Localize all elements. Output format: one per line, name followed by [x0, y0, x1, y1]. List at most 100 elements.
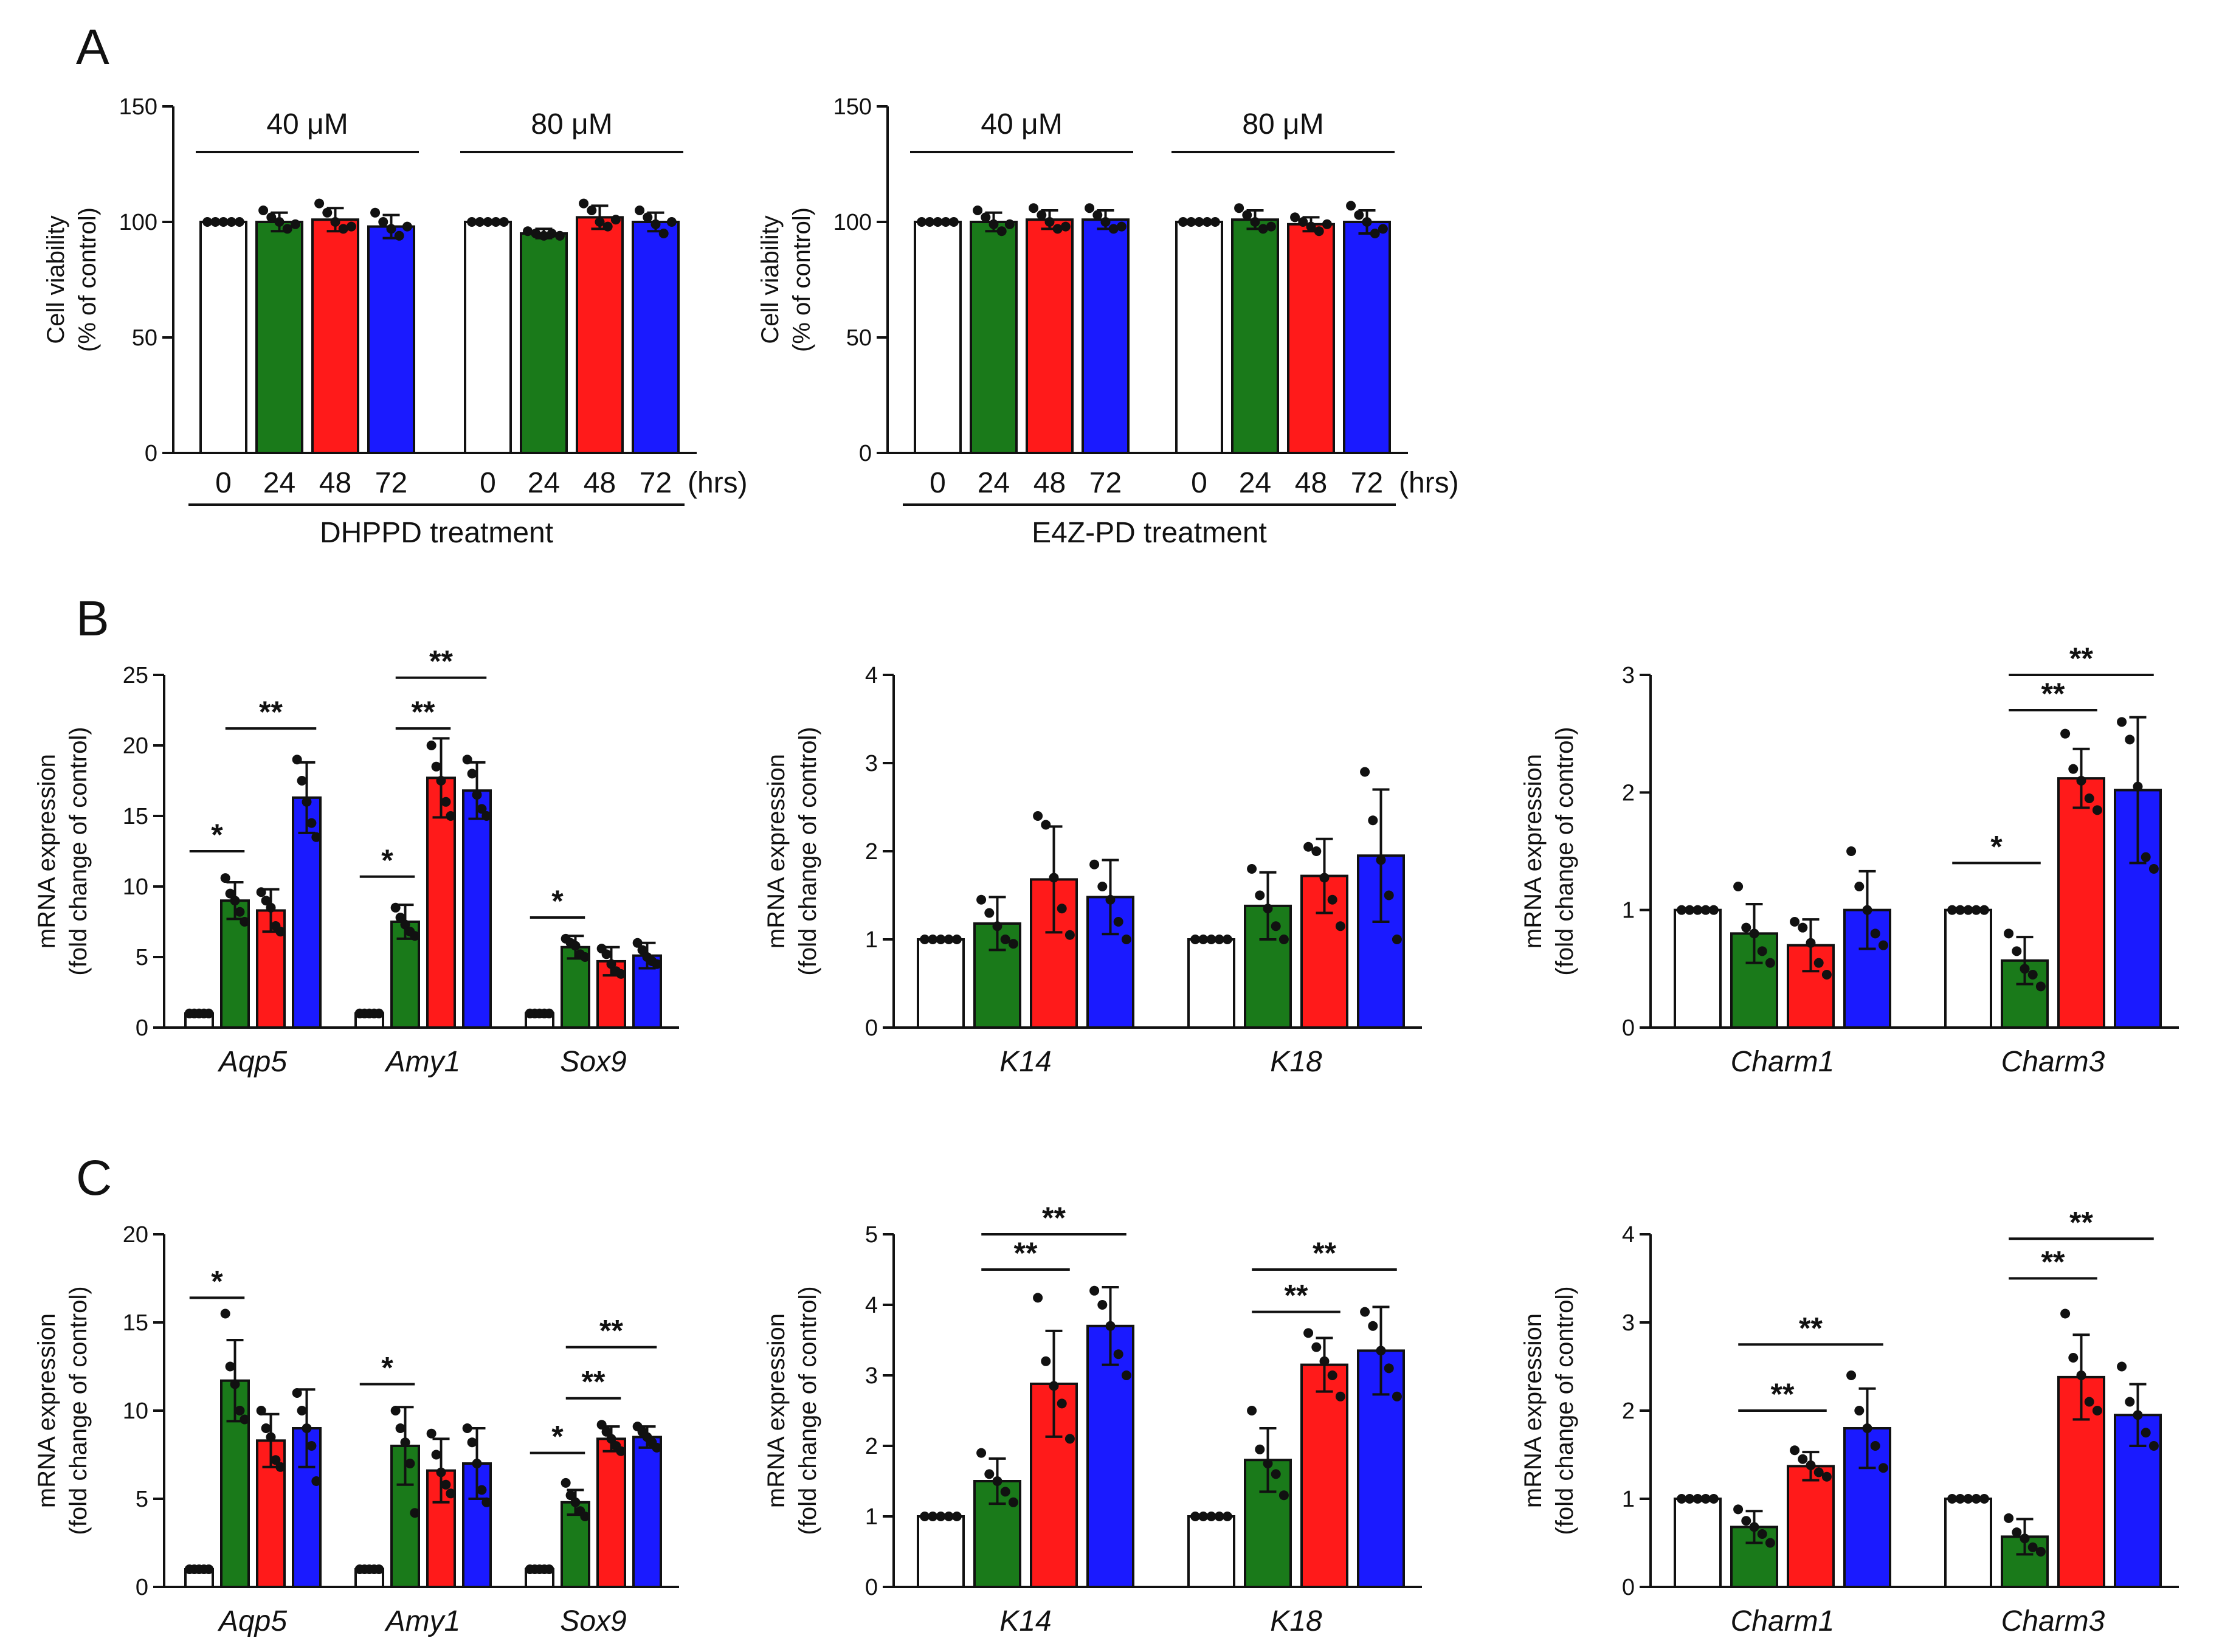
- data-point: [1113, 917, 1123, 927]
- data-point: [1206, 935, 1216, 944]
- data-point: [1955, 1494, 1965, 1504]
- bar: [1300, 1363, 1348, 1589]
- data-point: [374, 1564, 384, 1574]
- data-point: [1392, 1391, 1402, 1401]
- data-point: [1303, 842, 1314, 852]
- y-tick-label: 100: [833, 210, 872, 235]
- bar: [1187, 938, 1235, 1029]
- data-point: [936, 935, 946, 944]
- data-point: [1085, 203, 1095, 213]
- data-point: [1271, 921, 1281, 931]
- data-point: [1222, 935, 1232, 944]
- y-tick-label: 2: [1622, 1398, 1635, 1424]
- data-point: [1798, 1454, 1808, 1464]
- bar: [2057, 777, 2105, 1029]
- time-label: 24: [263, 467, 295, 499]
- y-tick-label: 25: [123, 663, 148, 688]
- data-point: [462, 755, 472, 765]
- data-point: [531, 229, 541, 238]
- significance-mark: **: [2069, 641, 2093, 676]
- data-point: [1821, 970, 1832, 980]
- data-point: [561, 1477, 571, 1488]
- data-point: [234, 217, 244, 227]
- data-point: [933, 217, 943, 227]
- data-point: [322, 207, 333, 218]
- data-point: [565, 1490, 576, 1501]
- data-point: [1121, 935, 1131, 944]
- data-point: [1854, 882, 1865, 891]
- data-point: [1311, 1342, 1322, 1352]
- data-point: [483, 217, 493, 227]
- data-point: [2148, 864, 2159, 874]
- unit-label: (hrs): [688, 467, 748, 499]
- data-point: [2117, 1361, 2127, 1372]
- data-point: [1749, 928, 1759, 939]
- y-tick-label: 3: [865, 1363, 878, 1389]
- data-point: [290, 219, 300, 229]
- data-point: [1190, 935, 1201, 944]
- data-point: [944, 1512, 954, 1521]
- y-tick-label: 0: [136, 1575, 148, 1600]
- data-point: [475, 217, 485, 227]
- data-point: [2020, 1533, 2030, 1544]
- data-point: [1757, 946, 1767, 956]
- y-tick-label: 20: [123, 733, 148, 759]
- data-point: [1214, 935, 1224, 944]
- data-point: [441, 797, 451, 807]
- data-point: [1955, 905, 1965, 915]
- significance-mark: **: [1771, 1377, 1795, 1411]
- bar: [1787, 1465, 1835, 1589]
- chart-c3: 0 1 2 3 4 mRNA expression (fold change of cont…: [1520, 1205, 2179, 1637]
- data-point: [1708, 905, 1719, 915]
- data-point: [436, 1467, 446, 1477]
- data-point: [1677, 1494, 1687, 1504]
- chart-b1: 0 5 10 15 20 25 mRNA expression (fold change of…: [33, 645, 679, 1078]
- time-label: 72: [375, 467, 407, 499]
- data-point: [1290, 212, 1300, 223]
- data-point: [394, 230, 404, 241]
- data-point: [1029, 203, 1039, 213]
- y-tick-label: 1: [865, 1504, 878, 1530]
- data-point: [1963, 905, 1973, 915]
- data-point: [1000, 1487, 1010, 1497]
- bar: [462, 789, 492, 1029]
- y-tick-label: 5: [136, 1487, 148, 1512]
- significance-mark: **: [1799, 1311, 1823, 1345]
- y-tick-label: 0: [1622, 1015, 1635, 1041]
- data-point: [1322, 219, 1332, 229]
- data-point: [1242, 210, 1252, 220]
- data-point: [477, 804, 487, 814]
- significance-mark: **: [1313, 1236, 1336, 1270]
- data-point: [370, 207, 381, 218]
- data-point: [1947, 905, 1958, 915]
- data-point: [1113, 1349, 1123, 1360]
- data-point: [491, 217, 501, 227]
- y-tick-label: 3: [865, 751, 878, 776]
- chart-c2: 0 1 2 3 4 5 mRNA expression (fold change of con…: [763, 1201, 1422, 1637]
- y-tick-label: 15: [123, 1310, 148, 1336]
- data-point: [2125, 734, 2135, 745]
- y-axis-title: mRNA expression: [763, 1313, 790, 1508]
- data-point: [976, 1448, 987, 1458]
- data-point: [587, 206, 597, 215]
- data-point: [1049, 1381, 1059, 1391]
- y-tick-label: 4: [865, 1293, 878, 1318]
- category-label: K18: [1270, 1605, 1322, 1637]
- bar: [367, 225, 415, 454]
- data-point: [1392, 935, 1402, 944]
- data-point: [1368, 815, 1378, 826]
- data-point: [275, 927, 286, 937]
- data-point: [1234, 203, 1244, 213]
- bar: [1944, 1498, 1992, 1588]
- data-point: [226, 217, 236, 227]
- significance-mark: *: [381, 843, 393, 877]
- data-point: [2068, 764, 2079, 774]
- data-point: [1314, 226, 1324, 237]
- data-point: [1097, 882, 1108, 891]
- data-point: [1100, 217, 1111, 227]
- data-point: [225, 1361, 235, 1372]
- bar: [1674, 908, 1722, 1029]
- data-point: [258, 206, 269, 215]
- data-point: [1708, 1494, 1719, 1504]
- data-point: [925, 217, 935, 227]
